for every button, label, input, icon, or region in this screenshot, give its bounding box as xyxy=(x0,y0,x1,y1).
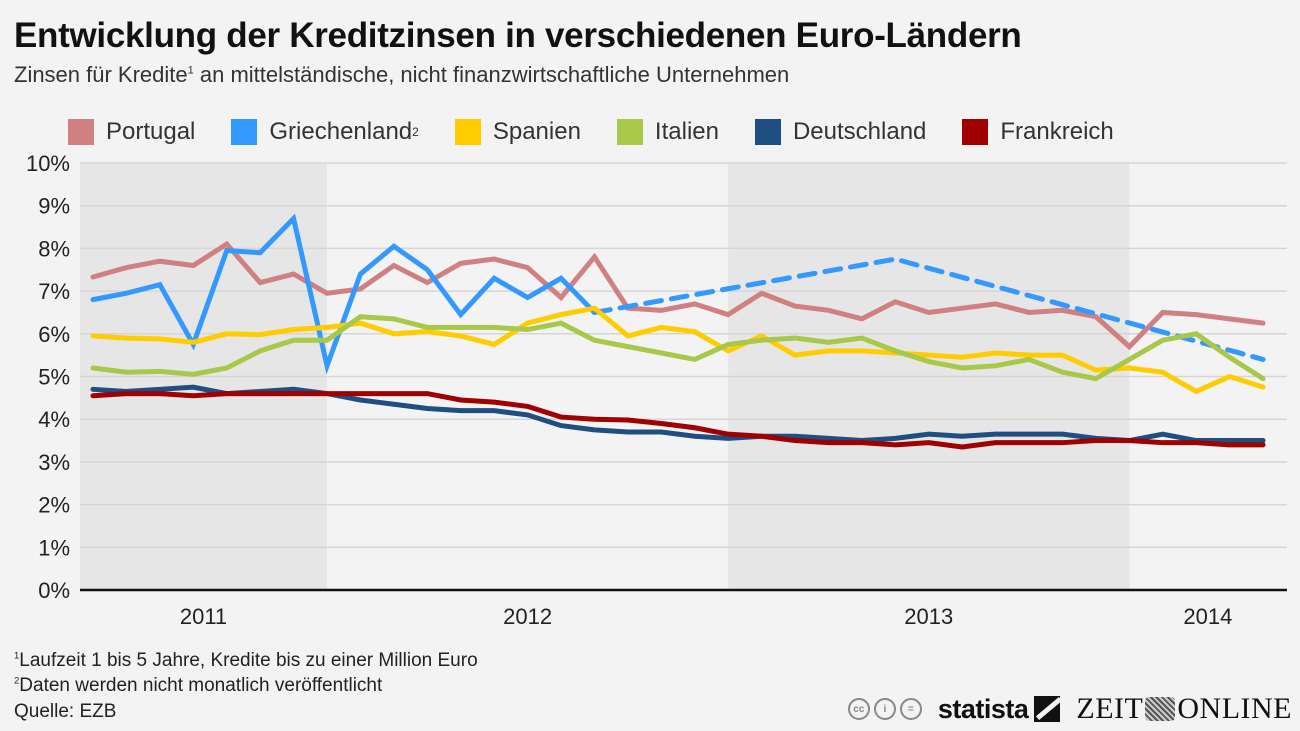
footnote-marker: 1 xyxy=(14,650,20,662)
legend-label: Spanien xyxy=(492,118,581,145)
chart-title: Entwicklung der Kreditzinsen in verschie… xyxy=(14,16,1022,55)
legend-swatch xyxy=(616,119,643,145)
y-tick-label: 3% xyxy=(38,450,70,475)
y-tick-label: 7% xyxy=(38,279,70,304)
legend-swatch xyxy=(68,119,94,145)
legend-swatch xyxy=(754,119,781,145)
y-tick-label: 9% xyxy=(38,194,70,219)
y-tick-label: 1% xyxy=(38,535,70,560)
nd-icon: = xyxy=(899,698,922,720)
series-line-spanien xyxy=(90,305,1266,395)
license-icons[interactable]: cc i = xyxy=(847,698,922,720)
y-tick-label: 4% xyxy=(38,407,70,432)
legend-swatch xyxy=(454,119,481,145)
legend-label: Griechenland xyxy=(269,118,413,145)
series-dashed-line-griechenland xyxy=(591,256,1266,362)
online-wordmark: ONLINE xyxy=(1177,692,1292,725)
legend-swatch xyxy=(231,119,258,145)
legend-item: Portugal xyxy=(68,118,195,146)
chart-subtitle: Zinsen für Kredite1 an mittelständische,… xyxy=(14,62,789,88)
logos: cc i = statista ZEIT ONLINE xyxy=(847,692,1292,726)
series-line-italien xyxy=(90,314,1266,382)
subtitle-text-rest: an mittelständische, nicht finanzwirtsch… xyxy=(193,62,790,87)
x-tick-label: 2014 xyxy=(1183,604,1232,629)
legend-swatch xyxy=(962,119,989,145)
legend-item: Griechenland 2 xyxy=(231,118,419,146)
footnote-text: Daten werden nicht monatlich veröffentli… xyxy=(19,675,383,696)
legend-label: Deutschland xyxy=(792,118,927,145)
x-tick-label: 2013 xyxy=(904,604,953,629)
series-line-deutschland xyxy=(90,384,1266,444)
series-line-frankreich xyxy=(90,391,1266,450)
zeit-online-logo[interactable]: ZEIT ONLINE xyxy=(1076,692,1292,726)
y-tick-label: 8% xyxy=(38,236,70,261)
footnote-1: 1Laufzeit 1 bis 5 Jahre, Kredite bis zu … xyxy=(14,650,478,672)
legend-label: Italien xyxy=(654,118,719,145)
subtitle-text: Zinsen für Kredite xyxy=(14,62,188,87)
legend-item: Spanien xyxy=(454,118,581,146)
footnote-text: Laufzeit 1 bis 5 Jahre, Kredite bis zu e… xyxy=(19,650,478,671)
y-tick-label: 6% xyxy=(38,322,70,347)
by-icon: i xyxy=(873,698,896,720)
y-tick-label: 10% xyxy=(26,151,70,176)
eagle-crest-icon xyxy=(1145,697,1176,721)
legend-item: Deutschland xyxy=(754,118,927,146)
y-tick-label: 0% xyxy=(38,578,70,603)
cc-icon: cc xyxy=(847,698,870,720)
legend: Portugal Griechenland 2 Spanien Italien Deuts… xyxy=(68,118,1150,146)
statista-logo[interactable]: statista xyxy=(938,694,1061,725)
footnote-marker: 1 xyxy=(187,64,194,77)
source-label: Quelle: EZB xyxy=(14,701,117,722)
statista-wordmark: statista xyxy=(937,693,1029,724)
zeit-wordmark: ZEIT xyxy=(1076,692,1144,725)
x-tick-label: 2011 xyxy=(180,604,227,629)
series-line-griechenland xyxy=(90,213,597,375)
y-tick-label: 2% xyxy=(38,493,70,518)
series-line-portugal xyxy=(90,240,1266,351)
footnote-2: 2Daten werden nicht monatlich veröffentl… xyxy=(14,675,382,697)
legend-label: Frankreich xyxy=(1000,118,1114,145)
x-tick-label: 2012 xyxy=(503,604,552,629)
legend-item: Frankreich xyxy=(962,118,1114,146)
legend-label: Portugal xyxy=(106,118,196,145)
legend-item: Italien xyxy=(616,118,719,146)
footnote-marker: 2 xyxy=(14,675,20,687)
footnote-marker: 2 xyxy=(412,125,419,139)
statista-mark-icon xyxy=(1034,696,1061,722)
y-tick-label: 5% xyxy=(38,365,70,390)
